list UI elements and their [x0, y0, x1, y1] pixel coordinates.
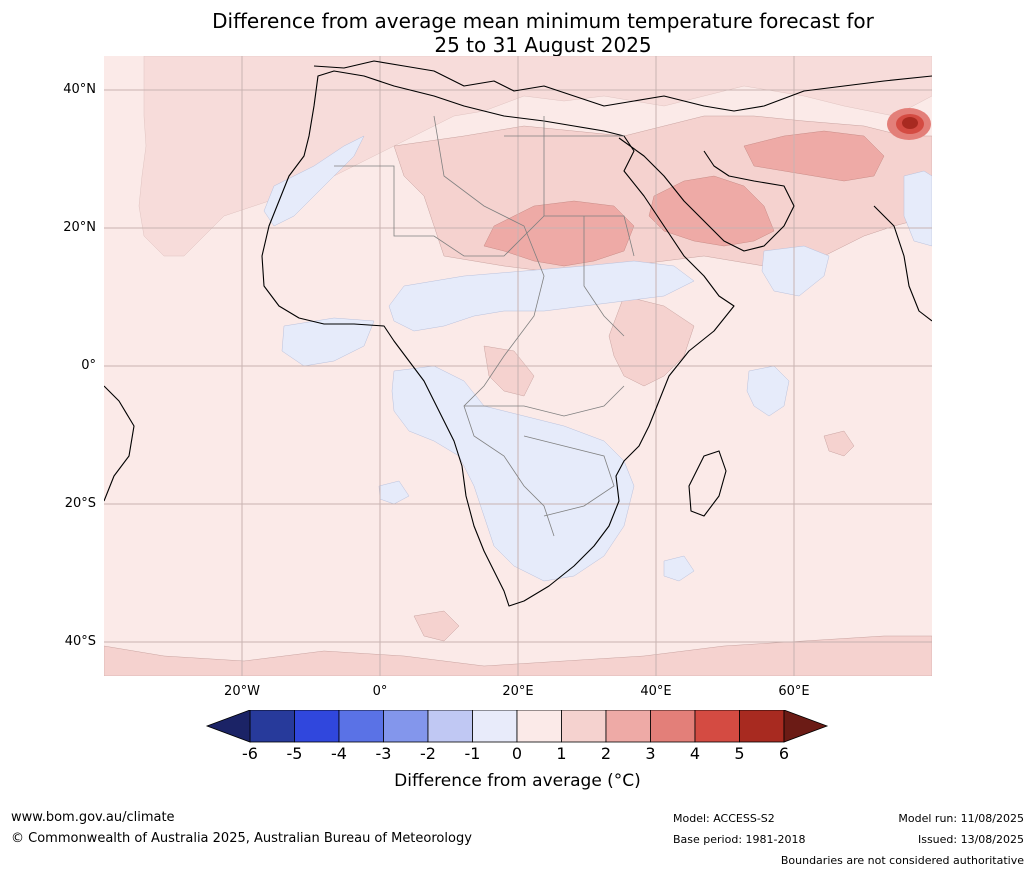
lon-label-0: 0°: [372, 684, 388, 699]
lat-label-20n: 20°N: [63, 220, 96, 235]
colorbar-cell: [561, 710, 607, 743]
colorbar-label: Difference from average (°C): [394, 771, 641, 791]
colorbar-cell: [650, 710, 696, 743]
colorbar-tick-label: 4: [689, 744, 701, 763]
europe-coastline: [313, 60, 932, 112]
model-text: Model: ACCESS-S2: [673, 812, 775, 825]
lon-label-60e: 60°E: [778, 684, 810, 699]
lon-label-20e: 20°E: [502, 684, 534, 699]
colorbar-tick-label: 1: [556, 744, 567, 763]
lat-label-20s: 20°S: [64, 496, 96, 511]
map-title: Difference from average mean minimum tem…: [0, 9, 1035, 57]
arabia-coastline: [618, 137, 795, 252]
colorbar-tick-label: -3: [375, 744, 392, 763]
colorbar-tick-label: 5: [734, 744, 745, 763]
colorbar-cell: [383, 710, 429, 743]
colorbar-cell: [427, 710, 473, 743]
colorbar-tick-label: -2: [420, 744, 436, 763]
madagascar-coastline: [688, 450, 727, 517]
colorbar-tick-label: -4: [331, 744, 347, 763]
title-line-1: Difference from average mean minimum tem…: [212, 9, 874, 33]
colorbar-cell: [338, 710, 384, 743]
colorbar-cell: [605, 710, 651, 743]
colorbar-under-arrow: [205, 710, 251, 743]
lat-label-40n: 40°N: [63, 82, 96, 97]
colorbar-over-arrow: [783, 710, 829, 743]
africa-temperature-anomaly-map: [104, 56, 932, 676]
anomaly-negative-zones: [263, 135, 932, 582]
lat-label-0: 0°: [81, 358, 96, 373]
lat-label-40s: 40°S: [64, 634, 96, 649]
colorbar-cell: [249, 710, 295, 743]
disclaimer-text: Boundaries are not considered authoritat…: [780, 854, 1024, 867]
lon-label-40e: 40°E: [640, 684, 672, 699]
colorbar-tick-label: -5: [286, 744, 303, 763]
issued-text: Issued: 13/08/2025: [917, 833, 1024, 846]
copyright-text: © Commonwealth of Australia 2025, Austra…: [11, 831, 472, 846]
website-link[interactable]: www.bom.gov.au/climate: [11, 810, 175, 825]
africa-coastline: [261, 70, 735, 607]
colorbar-tick-label: 2: [600, 744, 612, 763]
colorbar-tick-label: -1: [464, 744, 481, 763]
colorbar-tick-label: 6: [778, 744, 790, 763]
colorbar-cell: [739, 710, 785, 743]
colorbar-tick-label: 3: [645, 744, 656, 763]
hot-spot: [887, 108, 931, 140]
colorbar-cell: [294, 710, 340, 743]
colorbar-cell: [516, 710, 562, 743]
lon-label-20w: 20°W: [224, 684, 260, 699]
colorbar-cell: [472, 710, 518, 743]
colorbar: [205, 710, 829, 743]
base-period-text: Base period: 1981-2018: [673, 833, 806, 846]
colorbar-tick-label: 0: [511, 744, 523, 763]
coastlines: [104, 60, 932, 607]
model-run-text: Model run: 11/08/2025: [898, 812, 1024, 825]
colorbar-cell: [694, 710, 740, 743]
south-america-coastline: [104, 385, 135, 502]
title-line-2: 25 to 31 August 2025: [434, 33, 652, 57]
india-coastline: [873, 205, 932, 322]
country-borders: [334, 115, 635, 537]
colorbar-cells: [249, 710, 785, 743]
colorbar-tick-label: -6: [242, 744, 258, 763]
graticule: [104, 56, 932, 676]
